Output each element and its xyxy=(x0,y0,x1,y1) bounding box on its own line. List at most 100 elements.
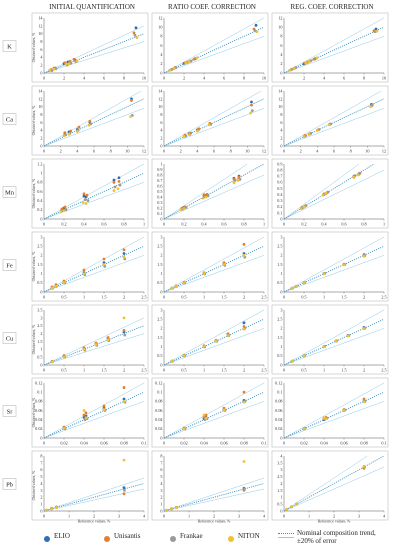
x-tick-label: 8 xyxy=(350,149,352,154)
y-tick-label: 10 xyxy=(38,31,42,36)
y-tick-label: 5 xyxy=(40,474,42,479)
data-point-niton xyxy=(204,195,208,199)
error-band-upper xyxy=(43,236,145,293)
data-point-niton xyxy=(222,408,226,412)
data-point-niton xyxy=(62,281,66,284)
element-label-box xyxy=(2,405,17,417)
data-point-niton xyxy=(242,460,246,463)
data-point-niton xyxy=(375,29,379,33)
y-tick-label: 2 xyxy=(40,136,42,141)
data-point-niton xyxy=(52,67,56,71)
y-tick-label: 0.2 xyxy=(157,205,162,210)
x-tick-label: 2 xyxy=(180,149,182,154)
y-tick-label: 1 xyxy=(40,171,42,176)
data-point-niton xyxy=(102,408,106,411)
panel-sr-2: 0 0.02 0.04 0.06 0.08 0.1 0 0.02 0.04 0.06 0.08 0.1… xyxy=(271,377,389,448)
y-tick-label: 2.5 xyxy=(37,323,42,328)
y-tick-label: 0.1 xyxy=(157,390,162,395)
data-point-unisantis xyxy=(63,131,67,135)
panel-mn-2: 0 0.2 0.4 0.6 0.8 100.10.20.30.40.50.60.70.80… xyxy=(271,158,389,229)
x-tick-label: 2.5 xyxy=(141,295,146,300)
y-tick-label: 1 xyxy=(40,502,42,507)
y-tick-label: 4 xyxy=(280,453,283,458)
y-tick-label: 8 xyxy=(160,112,162,117)
y-tick-label: 2 xyxy=(40,331,42,336)
x-axis-label: Reference values, % xyxy=(198,519,231,525)
y-tick-label: 0 xyxy=(160,216,162,221)
y-tick-label: 0.08 xyxy=(35,399,42,404)
nominal-trend-line xyxy=(43,245,145,293)
y-tick-label: 2 xyxy=(160,326,162,331)
panel-fe-0: 0 0.5 1 1.5 2 2.5 0 0.5 1 1.5 2 2.5 3 Obtained values… xyxy=(31,231,149,302)
data-point-elio xyxy=(254,23,258,27)
y-axis-label: Obtained values, % xyxy=(32,105,37,135)
data-point-frankae xyxy=(233,179,237,182)
data-point-niton xyxy=(327,123,331,127)
data-point-unisantis xyxy=(250,103,253,107)
x-tick-label: 0.4 xyxy=(201,222,207,227)
panel-ca-2: 0 2 4 6 8 10 12 0 2 4 6 8 10 12 14 xyxy=(271,85,389,156)
nominal-trend-line xyxy=(163,98,265,147)
data-point-frankae xyxy=(118,183,122,187)
nominal-trend-line xyxy=(43,33,145,74)
y-tick-label: 0.1 xyxy=(157,211,162,216)
data-point-niton xyxy=(302,354,306,358)
panel-k-0: 0 2 4 6 8 10 0 2 4 6 8 10 12 14 Obtained values, % xyxy=(31,12,149,83)
data-point-niton xyxy=(75,130,79,133)
element-label: Pb xyxy=(6,482,13,489)
y-tick-label: 0.2 xyxy=(277,204,282,209)
data-point-unisantis xyxy=(117,180,121,183)
element-label: Fe xyxy=(6,263,13,270)
x-tick-label: 2 xyxy=(363,295,365,300)
y-tick-label: 14 xyxy=(278,88,283,93)
y-tick-label: 0.5 xyxy=(277,502,282,507)
y-tick-label: 1.5 xyxy=(277,335,282,340)
data-point-niton xyxy=(294,285,298,288)
x-tick-label: 6 xyxy=(103,76,105,81)
nominal-trend-line xyxy=(163,318,265,366)
legend-label-trend: Nominal composition trend, xyxy=(297,529,376,537)
y-tick-label: 2 xyxy=(40,253,42,258)
data-point-niton xyxy=(315,128,319,132)
y-tick-label: 0 xyxy=(160,508,162,513)
y-tick-label: 2.5 xyxy=(277,244,282,249)
x-tick-label: 0.1 xyxy=(261,441,266,446)
x-tick-label: 12 xyxy=(262,149,266,154)
data-point-niton xyxy=(172,67,176,70)
data-point-unisantis xyxy=(82,413,86,417)
y-tick-label: 0 xyxy=(40,508,42,513)
legend-label-elio: ELIO xyxy=(54,532,70,540)
data-point-frankae xyxy=(113,185,117,189)
x-tick-label: 0 xyxy=(163,222,165,227)
data-point-niton xyxy=(342,263,346,267)
y-tick-label: 0.08 xyxy=(275,399,282,404)
data-point-niton xyxy=(175,506,178,509)
x-tick-label: 3 xyxy=(238,514,240,519)
error-band-lower xyxy=(43,41,145,74)
y-tick-label: 10 xyxy=(278,25,282,30)
data-point-niton xyxy=(288,68,292,72)
data-point-niton xyxy=(102,263,106,266)
data-point-niton xyxy=(82,347,86,351)
x-tick-label: 1.5 xyxy=(101,295,106,300)
nominal-trend-line xyxy=(283,391,385,439)
data-point-niton xyxy=(202,413,206,417)
x-tick-label: 0.2 xyxy=(61,222,66,227)
x-tick-label: 0.1 xyxy=(141,441,146,446)
y-tick-label: 3.5 xyxy=(37,307,42,312)
y-tick-label: 2 xyxy=(280,253,282,258)
x-tick-label: 2 xyxy=(93,514,95,519)
data-point-unisantis xyxy=(204,413,208,417)
y-tick-label: 0 xyxy=(40,143,42,148)
data-point-niton xyxy=(290,505,293,509)
y-tick-label: 0 xyxy=(40,70,42,75)
element-label-box xyxy=(2,186,17,198)
y-tick-label: 2 xyxy=(160,61,162,66)
y-tick-label: 1.5 xyxy=(37,339,42,344)
nominal-trend-line xyxy=(43,483,145,512)
data-point-unisantis xyxy=(122,386,126,389)
y-tick-label: 12 xyxy=(278,15,282,20)
data-point-niton xyxy=(307,132,311,136)
x-tick-label: 3 xyxy=(358,514,360,519)
